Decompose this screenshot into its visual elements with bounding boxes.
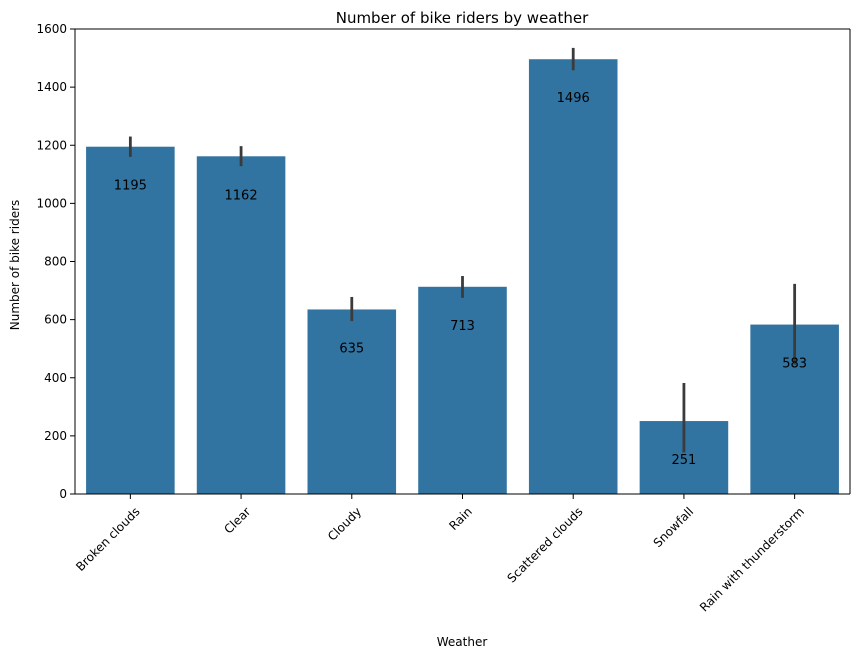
bar xyxy=(528,59,618,494)
bar-value-label: 713 xyxy=(450,319,475,334)
bar xyxy=(307,309,397,494)
y-axis-label: Number of bike riders xyxy=(8,200,22,331)
y-tick-label: 1600 xyxy=(36,22,67,36)
x-tick-label: Cloudy xyxy=(325,504,364,543)
bar xyxy=(86,146,175,494)
bar-value-label: 635 xyxy=(339,341,364,356)
bar xyxy=(418,286,507,494)
chart-title: Number of bike riders by weather xyxy=(336,9,589,27)
bar xyxy=(196,156,286,494)
bar-value-label: 251 xyxy=(672,453,697,468)
y-tick-label: 1200 xyxy=(36,138,67,152)
x-tick-label: Scattered clouds xyxy=(505,504,586,585)
bar-value-label: 1162 xyxy=(225,188,258,203)
y-tick-label: 1000 xyxy=(36,196,67,210)
x-tick-label: Broken clouds xyxy=(73,504,143,574)
bar-value-label: 1496 xyxy=(557,91,590,106)
y-tick-label: 600 xyxy=(44,313,67,327)
bar-value-label: 1195 xyxy=(114,179,147,194)
x-axis-label: Weather xyxy=(437,635,488,649)
x-tick-label: Rain with thunderstorm xyxy=(697,504,807,614)
y-tick-label: 200 xyxy=(44,429,67,443)
y-tick-label: 0 xyxy=(59,487,67,501)
plot-area: 1195 Broken clouds 1162 Clear 635 Cloudy 713 Ra… xyxy=(36,22,851,614)
x-tick-label: Clear xyxy=(221,504,253,536)
x-tick-label: Snowfall xyxy=(651,504,697,550)
y-tick-label: 1400 xyxy=(36,80,67,94)
x-tick-label: Rain xyxy=(446,504,475,533)
y-tick-label: 800 xyxy=(44,255,67,269)
bar-value-label: 583 xyxy=(782,357,807,372)
y-tick-label: 400 xyxy=(44,371,67,385)
